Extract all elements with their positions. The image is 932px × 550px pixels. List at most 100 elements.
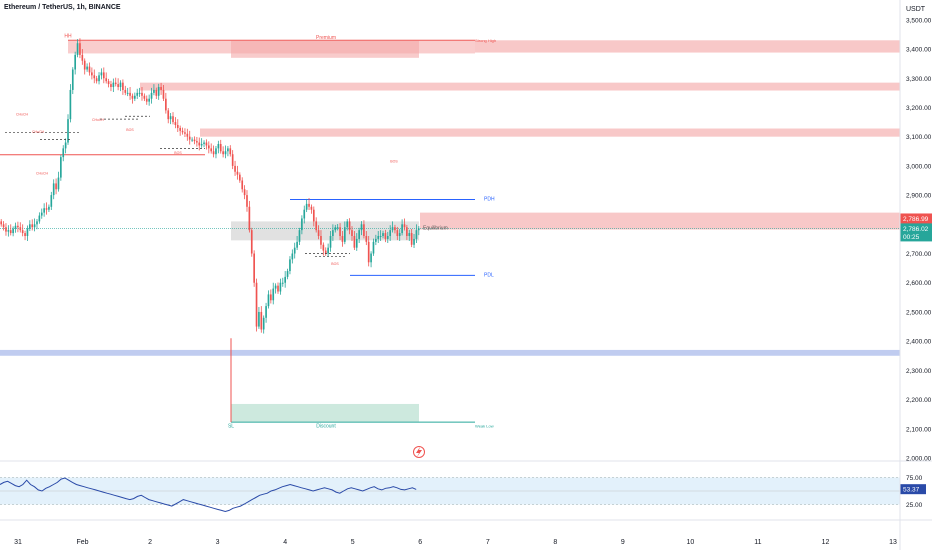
candle-body <box>45 208 48 210</box>
candle-body <box>305 203 308 210</box>
x-tick-label: 11 <box>754 539 761 546</box>
candle-body <box>351 230 353 236</box>
rsi-value-label: 53.37 <box>903 487 920 494</box>
candle-body <box>227 148 229 152</box>
candle-body <box>107 81 110 85</box>
candle-body <box>413 238 415 245</box>
candle-body <box>343 227 346 242</box>
price-badge-upper <box>900 213 932 224</box>
candle-body <box>191 139 193 141</box>
candle-body <box>31 224 34 228</box>
x-tick-label: 13 <box>889 539 897 546</box>
candle-body <box>334 227 337 231</box>
candle-body <box>312 209 315 222</box>
candle-body <box>210 148 213 152</box>
candle-body <box>102 72 105 79</box>
candle-body <box>332 230 334 236</box>
candle-body <box>110 84 112 88</box>
candle-body <box>24 233 26 236</box>
x-tick-label: 3 <box>216 539 220 546</box>
candle-body <box>169 116 172 120</box>
support-band <box>0 349 900 356</box>
candle-body <box>0 221 3 225</box>
candle-body <box>2 224 5 228</box>
candle-body <box>289 259 291 272</box>
candle-body <box>157 87 160 96</box>
candle-body <box>200 143 203 146</box>
candle-body <box>279 282 282 292</box>
structure-label: BOS <box>126 128 134 132</box>
candle-body <box>17 225 19 228</box>
y-tick-label: 2,900.00 <box>906 193 932 200</box>
y-tick-label: 3,500.00 <box>906 17 932 24</box>
candle-body <box>250 230 253 254</box>
candle-body <box>365 236 368 242</box>
candle-body <box>143 95 146 99</box>
candle-body <box>203 142 205 144</box>
candle-body <box>372 241 375 254</box>
candle-body <box>265 306 267 318</box>
chart-title: Ethereum / TetherUS, 1h, BINANCE <box>4 4 121 11</box>
candle-body <box>52 183 55 196</box>
candle-body <box>153 89 155 93</box>
x-tick-label: 4 <box>283 539 287 546</box>
candle-body <box>145 98 148 102</box>
candle-body <box>179 127 182 131</box>
candle-body <box>188 136 191 140</box>
candle-body <box>308 203 310 207</box>
candle-body <box>389 230 392 236</box>
candle-body <box>274 285 277 289</box>
candle-body <box>238 174 241 181</box>
x-tick-label: 8 <box>553 539 557 546</box>
candle-body <box>136 92 139 96</box>
candle-body <box>258 311 260 327</box>
candle-body <box>141 92 143 96</box>
candle-body <box>217 143 220 149</box>
discount-zone <box>231 403 419 422</box>
candle-body <box>162 89 165 99</box>
y-tick-label: 2,300.00 <box>906 368 932 375</box>
y-tick-label: 2,600.00 <box>906 280 932 287</box>
candle-body <box>231 154 234 166</box>
structure-label: BOS <box>390 159 398 163</box>
candle-body <box>105 78 108 82</box>
candle-body <box>281 282 284 284</box>
candle-body <box>114 82 117 85</box>
candle-body <box>401 224 403 234</box>
x-tick-label: 5 <box>351 539 355 546</box>
candle-body <box>129 92 131 96</box>
candle-body <box>21 230 24 234</box>
candle-body <box>415 230 418 239</box>
candle-body <box>310 206 313 210</box>
candle-body <box>133 95 136 99</box>
level-label-hh: HH <box>64 33 72 39</box>
candle-body <box>262 317 265 330</box>
candle-body <box>83 60 86 70</box>
x-tick-label: 31 <box>14 539 22 546</box>
premium-extension <box>475 40 900 53</box>
candle-body <box>148 98 150 102</box>
candle-body <box>95 78 98 82</box>
candle-body <box>408 233 411 236</box>
candle-body <box>5 227 7 232</box>
candle-body <box>55 183 57 190</box>
candle-body <box>298 230 301 242</box>
rsi-line <box>0 477 417 513</box>
y-tick-label: 3,300.00 <box>906 76 932 83</box>
price-badge-upper-label: 2,786.99 <box>903 216 929 223</box>
candle-body <box>222 151 224 155</box>
candle-body <box>119 82 122 88</box>
lightning-icon <box>413 446 425 458</box>
candle-body <box>367 241 370 263</box>
candle-body <box>207 145 210 149</box>
rsi-value-badge <box>900 484 926 495</box>
candle-body <box>327 247 329 254</box>
equilibrium-zone <box>231 221 419 241</box>
candle-body <box>224 151 227 155</box>
candle-body <box>410 233 413 245</box>
candle-body <box>100 72 103 76</box>
candle-body <box>165 98 167 111</box>
y-tick-label: 2,700.00 <box>906 251 932 258</box>
